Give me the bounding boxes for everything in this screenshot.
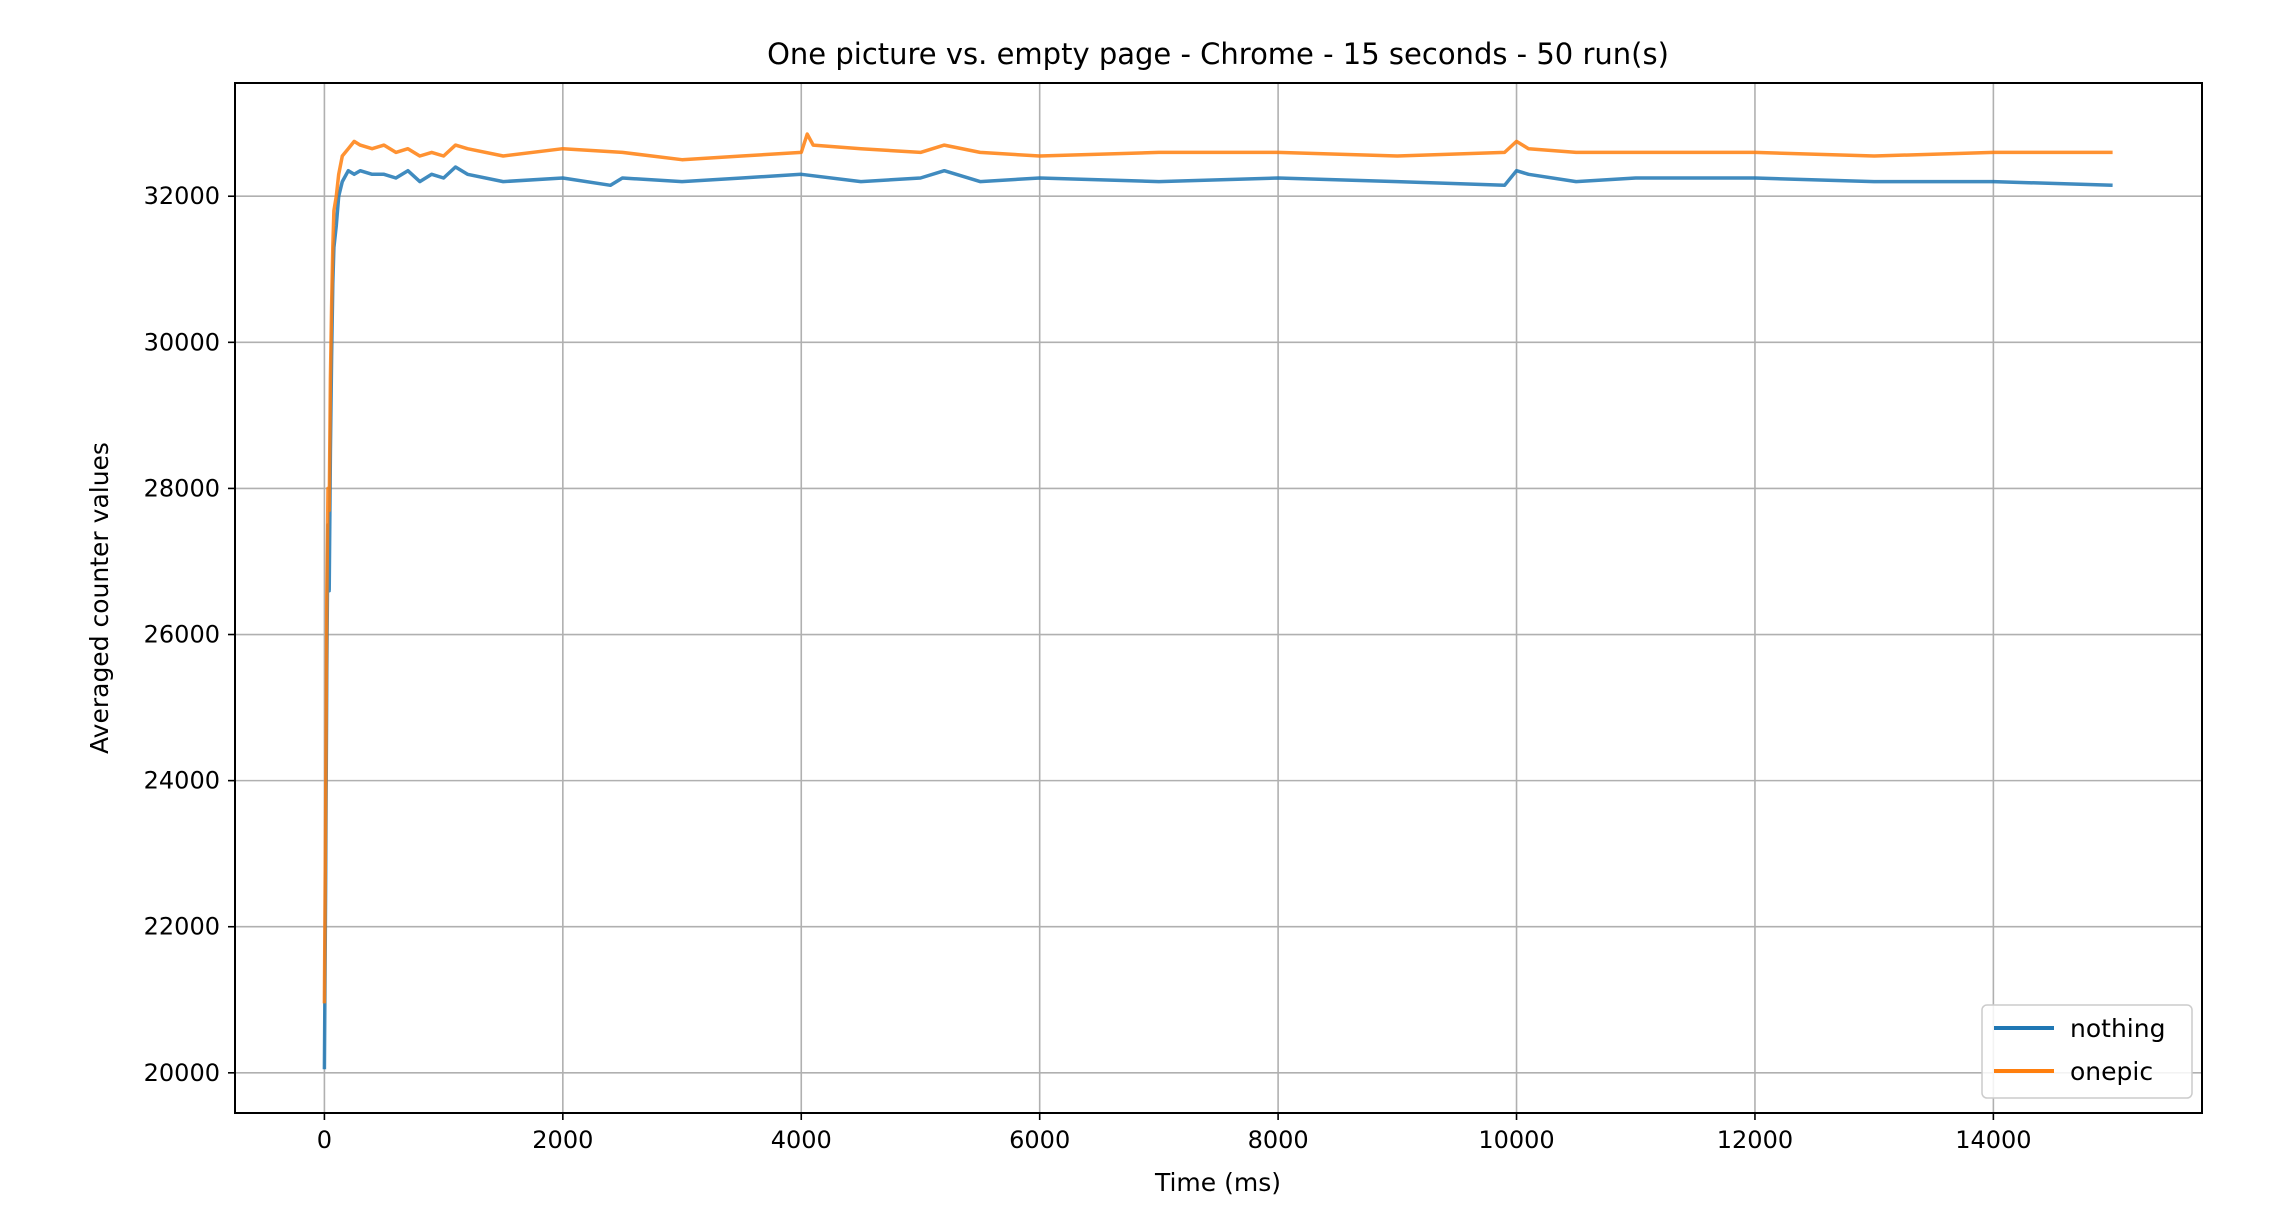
x-tick-label: 6000	[1009, 1126, 1070, 1154]
series-line-onepic	[322, 132, 2113, 1004]
series-lines	[322, 132, 2113, 1070]
x-tick-label: 10000	[1478, 1126, 1554, 1154]
y-tick-label: 26000	[144, 621, 220, 649]
x-axis: 0 2000 4000 6000 8000 10000 12000 14000	[317, 1113, 2032, 1154]
plot-frame	[234, 82, 2203, 1114]
chart-title: One picture vs. empty page - Chrome - 15…	[767, 37, 1669, 71]
y-tick-label: 30000	[144, 328, 220, 356]
y-axis-label: Averaged counter values	[85, 442, 114, 754]
y-tick-label: 22000	[144, 913, 220, 941]
x-tick-label: 8000	[1248, 1126, 1309, 1154]
x-tick-label: 2000	[532, 1126, 593, 1154]
x-tick-label: 0	[317, 1126, 332, 1154]
y-tick-label: 32000	[144, 182, 220, 210]
grid	[235, 83, 2202, 1113]
legend-label-nothing: nothing	[2070, 1014, 2165, 1043]
y-tick-label: 20000	[144, 1059, 220, 1087]
x-tick-label: 14000	[1955, 1126, 2031, 1154]
x-axis-label: Time (ms)	[1154, 1168, 1281, 1197]
y-axis: 20000 22000 24000 26000 28000 30000 32000	[144, 182, 235, 1087]
y-tick-label: 24000	[144, 767, 220, 795]
legend-label-onepic: onepic	[2070, 1057, 2153, 1086]
y-tick-label: 28000	[144, 474, 220, 502]
legend: nothing onepic	[1981, 1004, 2193, 1099]
x-tick-label: 4000	[771, 1126, 832, 1154]
x-tick-label: 12000	[1717, 1126, 1793, 1154]
